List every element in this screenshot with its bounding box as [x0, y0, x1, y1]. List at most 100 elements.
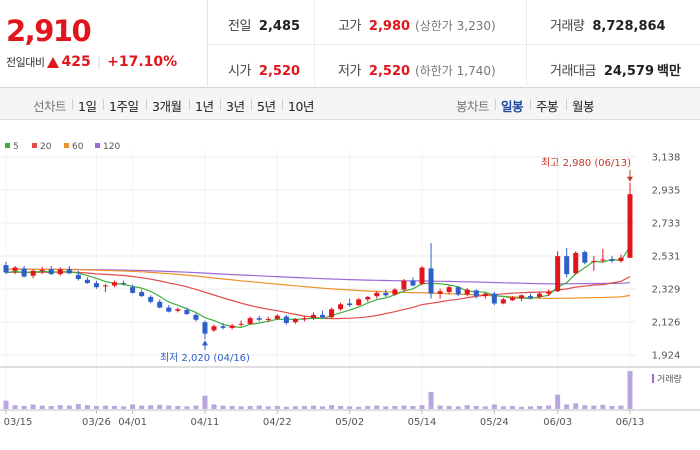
- volume-bar: [455, 406, 461, 409]
- candle: [175, 307, 181, 313]
- candle: [283, 314, 289, 325]
- x-tick-label: 06/03: [543, 417, 572, 428]
- period-10y[interactable]: 10년: [288, 99, 314, 114]
- stat-prev-close: 전일 2,485: [228, 15, 300, 34]
- candle: [537, 292, 543, 299]
- ma120-legend-swatch: [95, 143, 100, 148]
- volume-bar: [238, 406, 244, 409]
- candle-body: [546, 292, 552, 294]
- period-3m[interactable]: 3개월: [152, 99, 182, 114]
- candle: [609, 256, 615, 263]
- volume-bar: [401, 405, 407, 409]
- y-tick-label: 3,138: [652, 153, 681, 164]
- volume-bar: [446, 405, 452, 409]
- candle: [509, 296, 515, 302]
- stat-limit: (하한가 1,740): [415, 64, 496, 78]
- divider: [530, 99, 531, 110]
- x-tick-label: 03/26: [82, 417, 111, 428]
- candle-body: [374, 292, 380, 297]
- candle: [84, 277, 90, 284]
- candles: [3, 182, 633, 340]
- volume-bar: [93, 405, 99, 409]
- candle-body: [3, 265, 9, 273]
- candle-body: [491, 293, 497, 304]
- stat-value: 24,579: [603, 64, 655, 79]
- candle-body: [455, 287, 461, 295]
- x-tick-label: 05/14: [408, 417, 437, 428]
- candle: [229, 323, 235, 330]
- candle: [437, 288, 443, 299]
- volume-bar: [3, 400, 9, 409]
- candle: [30, 269, 36, 279]
- candle: [428, 243, 434, 299]
- change-row: 전일대비 425 | +17.10%: [6, 54, 177, 70]
- candle-body: [482, 293, 488, 297]
- candle-body: [57, 269, 63, 275]
- candle-body: [383, 292, 389, 296]
- volume-bar: [139, 405, 145, 409]
- candle-body: [446, 287, 452, 293]
- x-tick-label: 06/13: [616, 417, 645, 428]
- x-tick-label: 04/11: [191, 417, 220, 428]
- stat-low: 저가 2,520 (하한가 1,740): [338, 60, 496, 79]
- volume-bar: [211, 404, 217, 409]
- divider: [526, 0, 527, 88]
- candle-daily[interactable]: 일봉: [501, 99, 524, 114]
- ma-legend: 5 20 60 120: [5, 142, 120, 152]
- period-1w[interactable]: 1주일: [109, 99, 139, 114]
- candle: [528, 293, 534, 300]
- candle: [410, 277, 416, 287]
- stat-label: 거래대금: [550, 64, 596, 79]
- moving-averages: [5, 246, 631, 329]
- low-annotation-label: 최저 2,020 (04/16): [160, 352, 250, 364]
- divider: [314, 0, 315, 88]
- divider: [208, 44, 700, 45]
- volume-bar: [283, 406, 289, 409]
- change-label: 전일대비: [6, 56, 45, 69]
- candle-body: [202, 322, 208, 334]
- volume-bar: [464, 405, 470, 409]
- stat-value: 2,485: [258, 19, 301, 34]
- candle-body: [139, 292, 145, 297]
- x-tick-label: 04/22: [263, 417, 292, 428]
- period-5y[interactable]: 5년: [257, 99, 276, 114]
- volume-bar: [609, 405, 615, 409]
- volume-bar: [48, 405, 54, 409]
- candlestick-chart: 5 20 60 120 3,138 2,935 2,733 2,531 2,329 2,1…: [0, 142, 700, 428]
- candle: [455, 286, 461, 297]
- candle-chart-label: 봉차트: [456, 99, 490, 114]
- candle: [184, 307, 190, 315]
- stat-unit: 백만: [657, 64, 681, 79]
- period-toolbar: 선차트 1일 1주일 3개월 1년 3년 5년 10년 봉차트 일봉 주봉 월봉: [0, 88, 700, 120]
- volume-bar: [121, 406, 127, 409]
- period-1y[interactable]: 1년: [195, 99, 214, 114]
- candle: [555, 251, 561, 293]
- candle-body: [292, 318, 298, 323]
- stat-label: 거래량: [550, 19, 585, 34]
- stat-label: 시가: [228, 64, 251, 79]
- candle-body: [75, 274, 81, 279]
- volume-bar: [437, 405, 443, 409]
- period-3y[interactable]: 3년: [226, 99, 245, 114]
- candle-monthly[interactable]: 월봉: [572, 99, 595, 114]
- candle-body: [347, 303, 353, 306]
- divider: [220, 99, 221, 110]
- candle: [301, 316, 307, 322]
- quote-panel: 2,910 전일대비 425 | +17.10% 전일 2,485 고가 2,9…: [0, 0, 700, 88]
- volume-bar: [428, 391, 434, 409]
- volume-bar: [374, 405, 380, 409]
- candle: [419, 265, 425, 286]
- volume-bar: [130, 404, 136, 409]
- volume-bar: [274, 405, 280, 409]
- volume-bar: [220, 405, 226, 409]
- candle: [265, 316, 271, 323]
- volume-bar: [193, 405, 199, 409]
- period-1d[interactable]: 1일: [78, 99, 97, 114]
- y-tick-label: 1,924: [652, 351, 681, 362]
- candle-body: [21, 268, 27, 277]
- volume-bar: [392, 405, 398, 409]
- candle: [546, 289, 552, 297]
- candle: [482, 292, 488, 299]
- candle-body: [338, 304, 344, 310]
- candle-weekly[interactable]: 주봉: [536, 99, 559, 114]
